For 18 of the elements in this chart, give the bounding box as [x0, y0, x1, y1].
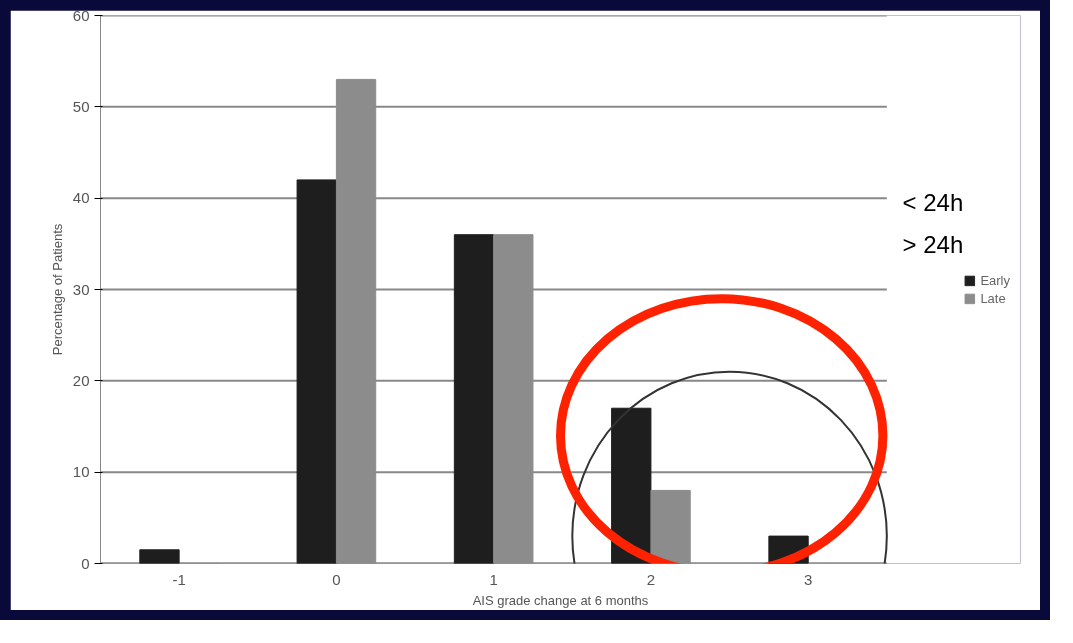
- y-tick-label: 60: [72, 6, 90, 24]
- x-tick-label: 0: [332, 570, 341, 588]
- y-tick-label: 40: [72, 189, 90, 207]
- text: < 24h: [902, 189, 964, 217]
- y-tick-label: 50: [72, 97, 90, 115]
- x-tick-label: 1: [489, 570, 498, 588]
- y-axis-title: Percentage of Patients: [49, 223, 65, 356]
- x-axis-title: AIS grade change at 6 months: [472, 592, 649, 608]
- y-tick-label: 30: [72, 280, 90, 298]
- y-tick-label: 0: [81, 554, 90, 572]
- y-tick-label: 10: [72, 463, 90, 481]
- legend-label: Late: [980, 290, 1006, 306]
- x-tick-label: -1: [172, 570, 186, 588]
- text: > 24h: [902, 230, 964, 258]
- x-tick-label: 2: [646, 570, 656, 588]
- y-tick-label: 20: [72, 371, 90, 389]
- x-tick-label: 3: [804, 570, 813, 588]
- legend-label: Early: [980, 272, 1010, 288]
